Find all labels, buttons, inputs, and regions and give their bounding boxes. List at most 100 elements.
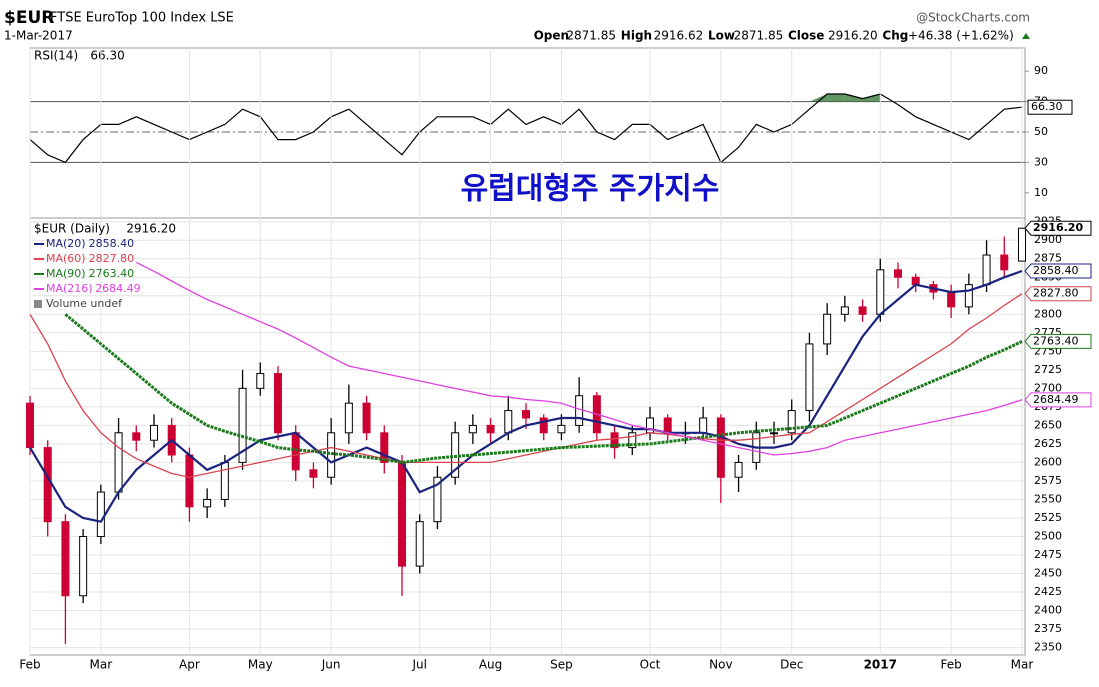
candle-body [1018,227,1026,262]
y-tick-label: 2400 [1034,604,1062,617]
quote-value: +46.38 (+1.62%) [908,29,1014,43]
candle-body [770,432,778,435]
y-tick-label: 2475 [1034,548,1062,561]
candle-body [238,387,247,463]
candle-body [61,521,70,597]
legend-volume: Volume undef [46,297,123,310]
candle-body [220,461,229,500]
quote-value: 2916.20 [828,29,878,43]
moving-average [29,293,1023,478]
candle-body [380,432,389,463]
quote-label: Open [534,29,569,43]
candle-body [840,306,849,315]
y-tick-label: 2500 [1034,529,1062,542]
overbought-fill [827,94,845,102]
candle-body [291,432,300,471]
legend-value: 2827.80 [89,252,135,265]
y-tick-label: 10 [1034,186,1048,199]
candle-body [309,469,318,478]
x-tick-label: Feb [19,658,40,672]
candle-body [96,491,105,537]
x-tick-label: Oct [640,658,661,672]
x-tick-label: May [248,658,273,672]
candle-body [327,432,336,478]
y-tick-label: 2700 [1034,381,1062,394]
x-tick-label: Jul [411,658,426,672]
candle-body [433,476,442,523]
date: 1-Mar-2017 [4,29,73,43]
y-tick-label: 2800 [1034,307,1062,320]
rsi-title-value: 66.30 [90,49,124,63]
y-tick-label: 2425 [1034,585,1062,598]
candle-body [575,395,584,426]
annotation: 유럽대형주 주가지수 [461,172,720,207]
last-value-label: 2763.40 [1033,334,1079,347]
moving-average [29,269,1023,523]
y-tick-label: 2600 [1034,455,1062,468]
legend-label: MA(20) [46,237,86,250]
y-tick-label: 2575 [1034,474,1062,487]
last-value-label: 66.30 [1031,100,1063,113]
last-value-box [1027,99,1073,115]
candle-body [43,447,52,523]
candle-body [1000,254,1009,271]
legend-volume-icon [34,300,42,308]
x-tick-label: 2017 [864,658,897,672]
y-tick-label: 50 [1034,125,1048,138]
last-value-label: 2858.40 [1033,264,1079,277]
legend-label: MA(60) [46,252,86,265]
moving-average [136,261,1023,456]
last-value-label: 2684.49 [1033,393,1079,406]
quote-label: Low [708,29,735,43]
candle-body [805,343,814,412]
change-arrow [1022,33,1030,39]
candle-body [415,521,424,567]
legend-label: MA(216) [46,282,93,295]
last-value-box [1024,392,1092,408]
quote-value: 2871.85 [566,29,616,43]
candle-body [876,269,885,315]
moving-average [64,313,1023,464]
candle-body [557,424,566,434]
last-value-box [1024,333,1092,349]
candle-body [823,313,832,345]
y-tick-label: 2525 [1034,511,1062,524]
candle-body [150,424,158,441]
legend-value: 2858.40 [89,237,135,250]
y-tick-label: 2650 [1034,418,1062,431]
last-value-label: 2827.80 [1033,287,1079,300]
y-tick-label: 2350 [1034,641,1062,654]
candle-body [114,432,123,493]
candle-body [911,276,920,286]
candle-body [486,424,495,434]
quote-value: 2871.85 [734,29,784,43]
legend-value: 2684.49 [95,282,141,295]
quote-label: High [621,29,652,43]
candle-body [539,417,548,434]
y-tick-label: 2375 [1034,622,1062,635]
x-tick-label: Dec [780,658,803,672]
x-tick-label: Feb [941,658,962,672]
overbought-fill [809,94,828,102]
y-tick-label: 2900 [1034,233,1062,246]
candle-body [663,417,672,434]
candle-body [734,461,743,478]
candle-body [362,402,371,434]
x-tick-label: Nov [709,658,732,672]
candle-body [504,410,513,434]
candle-body [185,454,194,508]
y-tick-label: 30 [1034,155,1048,168]
y-tick-label: 2725 [1034,363,1062,376]
legend-price-value: 2916.20 [126,222,176,236]
candle-body [344,402,353,434]
candle-body [894,269,902,278]
y-tick-label: 2450 [1034,567,1062,580]
y-tick-label: 2875 [1034,252,1062,265]
legend-label: MA(90) [46,267,86,280]
last-value-box [1024,263,1092,279]
y-tick-label: 2625 [1034,437,1062,450]
candle-body [716,417,725,478]
legend-price: $EUR (Daily) [34,222,110,236]
